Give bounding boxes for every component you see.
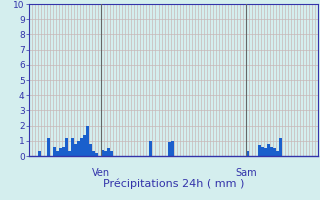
Bar: [104, 151, 107, 156]
Bar: [62, 147, 65, 156]
Bar: [101, 150, 104, 156]
Bar: [267, 144, 270, 156]
Bar: [74, 144, 77, 156]
Bar: [83, 135, 86, 156]
Bar: [110, 151, 113, 156]
Bar: [273, 148, 276, 156]
Bar: [77, 141, 80, 156]
Bar: [270, 147, 273, 156]
Bar: [149, 141, 153, 156]
Bar: [86, 126, 89, 156]
Bar: [107, 148, 110, 156]
Bar: [264, 148, 267, 156]
Bar: [279, 138, 282, 156]
Bar: [59, 148, 62, 156]
Bar: [38, 151, 41, 156]
Bar: [47, 138, 50, 156]
Text: Précipitations 24h ( mm ): Précipitations 24h ( mm ): [103, 178, 244, 189]
Bar: [71, 138, 74, 156]
Bar: [68, 151, 71, 156]
Bar: [261, 147, 264, 156]
Bar: [89, 144, 92, 156]
Bar: [53, 147, 56, 156]
Bar: [80, 138, 83, 156]
Bar: [92, 151, 95, 156]
Bar: [258, 145, 261, 156]
Bar: [276, 151, 279, 156]
Text: Sam: Sam: [235, 168, 257, 178]
Bar: [65, 138, 68, 156]
Text: Ven: Ven: [92, 168, 110, 178]
Bar: [56, 151, 59, 156]
Bar: [168, 142, 171, 156]
Bar: [171, 141, 173, 156]
Bar: [95, 153, 98, 156]
Bar: [246, 151, 249, 156]
